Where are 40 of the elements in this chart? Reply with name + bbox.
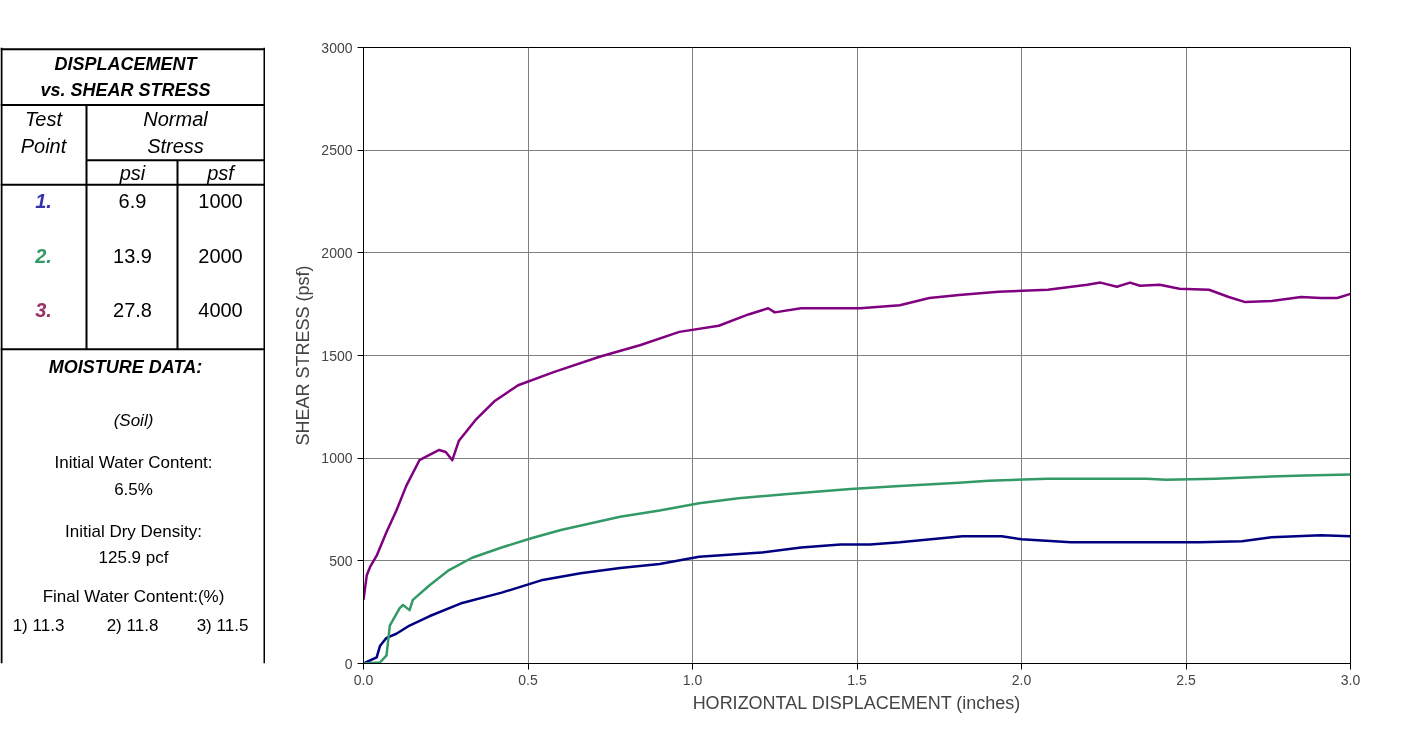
text: 1000 (198, 190, 243, 213)
text: 3) 11.5 (196, 616, 249, 636)
text: (Soil) (113, 410, 154, 430)
text: 6.5% (114, 479, 153, 499)
x-tick-label: 2.5 (1176, 671, 1196, 688)
text: 1. (35, 190, 52, 213)
text: 2000 (198, 244, 243, 267)
text: 27.8 (113, 298, 152, 321)
x-tick-label: 0.0 (353, 671, 374, 688)
text: 2. (34, 244, 52, 267)
text: Final Water Content:(%) (42, 587, 225, 607)
text: MOISTURE DATA: (48, 356, 203, 377)
text: 125.9 pcf (98, 547, 169, 567)
x-tick-label: 0.5 (518, 671, 538, 688)
y-tick-label: 3000 (321, 39, 353, 56)
y-tick-label: 0 (344, 655, 353, 672)
x-tick-label: 1.5 (847, 671, 867, 688)
y-tick-label: 1500 (321, 347, 353, 364)
x-tick-label: 3.0 (1340, 671, 1361, 688)
text: psf (206, 162, 237, 185)
text: 3. (35, 298, 52, 321)
text: 1) 11.3 (12, 616, 65, 636)
text: Initial Water Content: (54, 452, 213, 472)
y-tick-label: 1000 (321, 450, 353, 467)
x-tick-label: 1.0 (682, 671, 703, 688)
text: 2) 11.8 (106, 616, 159, 636)
x-axis-title: HORIZONTAL DISPLACEMENT (inches) (692, 692, 1021, 713)
text: 4000 (198, 298, 243, 321)
x-tick-label: 2.0 (1011, 671, 1032, 688)
text: Test Point (20, 108, 68, 158)
text: DISPLACEMENT vs. SHEAR STRESS (40, 53, 211, 101)
text: 13.9 (113, 244, 152, 267)
line-series (363, 281, 1351, 602)
text: 6.9 (118, 190, 147, 213)
y-tick-label: 2000 (321, 244, 353, 261)
text: Initial Dry Density: (65, 521, 202, 541)
y-axis-title: SHEAR STRESS (psf) (293, 265, 314, 446)
y-tick-label: 500 (329, 552, 353, 569)
text: psi (118, 162, 146, 185)
y-tick-label: 2500 (321, 142, 353, 159)
